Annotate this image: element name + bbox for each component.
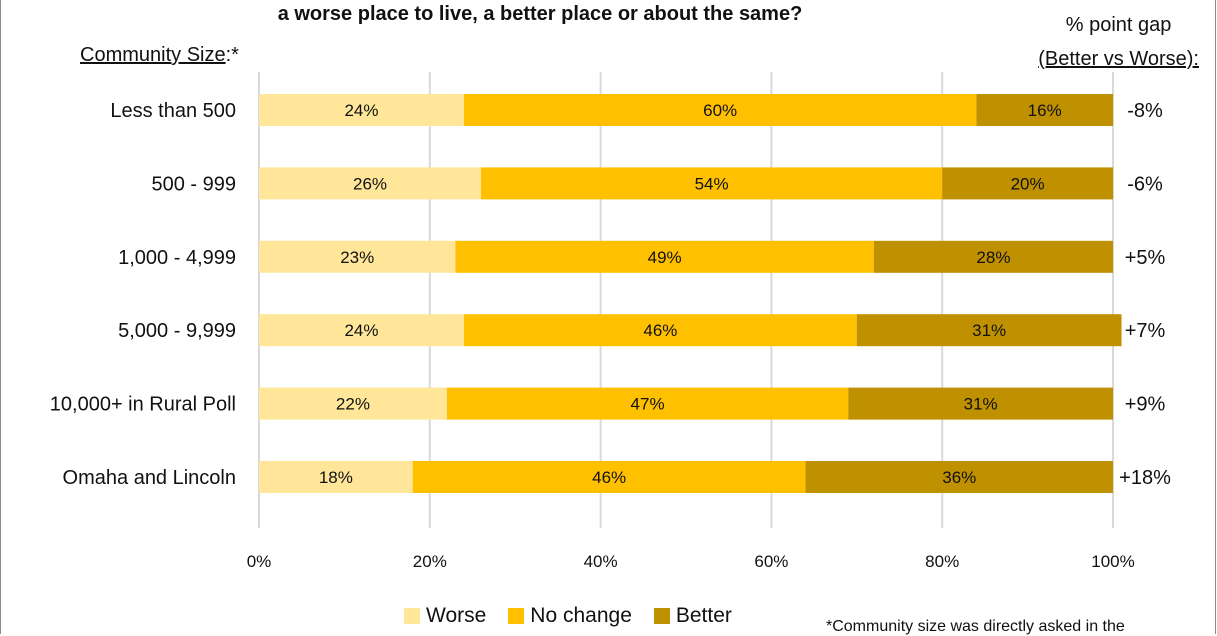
legend-swatch xyxy=(653,608,670,624)
bar-no-change xyxy=(446,387,849,420)
data-label: 47% xyxy=(631,395,665,414)
bar-better xyxy=(976,94,1113,126)
chart-title: a worse place to live, a better place or… xyxy=(277,3,803,25)
data-label: 31% xyxy=(972,321,1006,340)
community-size-heading: Community Size:* xyxy=(80,44,239,67)
point-gap-value: +7% xyxy=(1125,320,1166,342)
x-tick-label: 40% xyxy=(584,552,618,571)
legend-swatch xyxy=(508,608,525,624)
data-label: 54% xyxy=(695,174,729,193)
bar-worse xyxy=(259,387,447,420)
legend-item: Better xyxy=(653,604,732,628)
bar-no-change xyxy=(463,314,857,347)
data-label: 22% xyxy=(336,395,370,414)
bar-better xyxy=(873,240,1113,273)
plot-area: 0% 20% 40% 60% 80% 100% Less than 500 24% 60% 16%… xyxy=(50,72,1171,571)
legend-item: Worse xyxy=(404,604,486,628)
bar-worse xyxy=(259,240,456,273)
data-label: 46% xyxy=(643,321,677,340)
legend-label: No change xyxy=(530,604,632,627)
category-label: 1,000 - 4,999 xyxy=(118,247,236,269)
bar-no-change xyxy=(463,94,977,126)
legend-swatch xyxy=(404,608,420,624)
bar-no-change xyxy=(455,240,874,273)
category-label: 5,000 - 9,999 xyxy=(118,320,236,342)
x-tick-label: 0% xyxy=(247,552,272,571)
bar-worse xyxy=(259,314,464,347)
category-label: 500 - 999 xyxy=(151,173,236,195)
point-gap-heading-line1: % point gap xyxy=(1065,14,1172,36)
point-gap-value: +9% xyxy=(1125,394,1166,416)
data-label: 49% xyxy=(648,248,682,267)
category-label: Less than 500 xyxy=(110,100,236,122)
bar-better xyxy=(805,461,1113,493)
point-gap-heading: % point gap (Better vs Worse): xyxy=(1038,8,1199,76)
x-tick-label: 60% xyxy=(754,552,788,571)
x-tick-label: 100% xyxy=(1091,552,1134,571)
community-size-heading-label: Community Size xyxy=(80,44,226,66)
community-size-heading-suffix: :* xyxy=(225,44,239,66)
bar-no-change xyxy=(412,461,806,493)
data-label: 31% xyxy=(964,395,998,414)
data-label: 36% xyxy=(942,468,976,487)
bar-better xyxy=(942,167,1113,200)
data-label: 46% xyxy=(592,468,626,487)
legend-label: Worse xyxy=(426,604,487,627)
data-label: 16% xyxy=(1028,101,1062,120)
point-gap-value: +5% xyxy=(1125,247,1166,269)
point-gap-heading-line2: (Better vs Worse): xyxy=(1038,48,1199,70)
bar-better xyxy=(856,314,1122,347)
bar-worse xyxy=(259,167,482,200)
category-label: 10,000+ in Rural Poll xyxy=(50,394,236,416)
bar-worse xyxy=(259,94,464,126)
point-gap-value: +18% xyxy=(1119,467,1171,489)
bar-worse xyxy=(259,461,413,493)
legend-label: Better xyxy=(675,604,732,627)
point-gap-value: -6% xyxy=(1127,173,1163,195)
data-label: 20% xyxy=(1011,174,1045,193)
data-label: 24% xyxy=(344,101,378,120)
legend: Worse No change Better xyxy=(404,604,754,628)
legend-item: No change xyxy=(508,604,632,628)
data-label: 28% xyxy=(976,248,1010,267)
point-gap-value: -8% xyxy=(1127,100,1163,122)
category-label: Omaha and Lincoln xyxy=(63,467,236,489)
data-label: 60% xyxy=(703,101,737,120)
x-tick-label: 20% xyxy=(413,552,447,571)
bar-no-change xyxy=(481,167,943,200)
bar-better xyxy=(848,387,1113,420)
data-label: 23% xyxy=(340,248,374,267)
data-label: 24% xyxy=(344,321,378,340)
x-tick-label: 80% xyxy=(925,552,959,571)
footnote: *Community size was directly asked in th… xyxy=(826,618,1125,635)
data-label: 26% xyxy=(353,174,387,193)
data-label: 18% xyxy=(319,468,353,487)
